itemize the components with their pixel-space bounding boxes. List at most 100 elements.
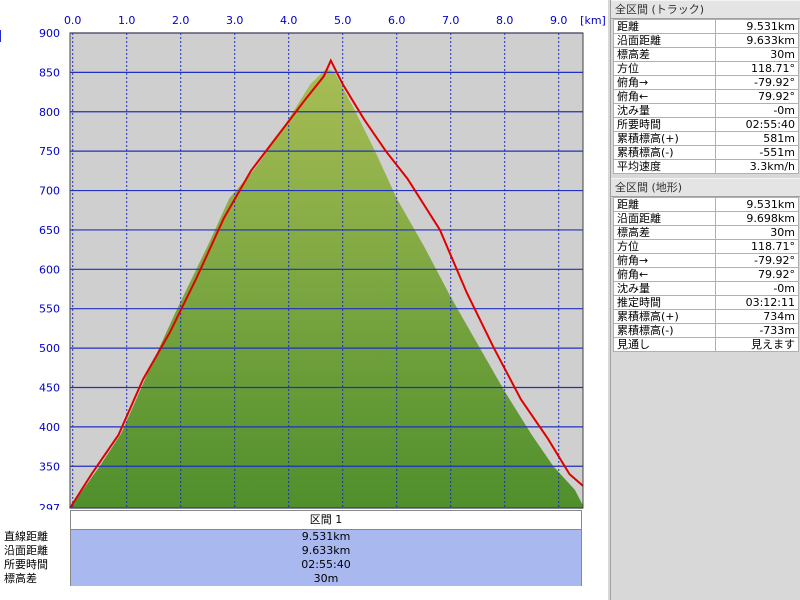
stat-row: 方位 118.71° bbox=[613, 61, 800, 76]
x-tick-label: 6.0 bbox=[388, 14, 406, 27]
stat-label: 所要時間 bbox=[613, 117, 716, 132]
stat-value: 30m bbox=[714, 225, 800, 240]
y-tick-label: 900 bbox=[39, 27, 60, 40]
stat-label: 沈み量 bbox=[613, 281, 716, 296]
stat-value: 見えます bbox=[714, 337, 800, 352]
profile-chart-panel: 0.0 1.0 2.0 3.0 4.0 5.0 6.0 7.0 8.0 9.0 [km] 900 850… bbox=[0, 0, 608, 600]
stat-label: 見通し bbox=[613, 337, 716, 352]
stat-row: 俯角→ -79.92° bbox=[613, 253, 800, 268]
stat-label: 累積標高(-) bbox=[613, 323, 716, 338]
stat-label: 俯角→ bbox=[613, 253, 716, 268]
stat-row: 累積標高(-) -733m bbox=[613, 323, 800, 338]
stat-row: 累積標高(-) -551m bbox=[613, 145, 800, 160]
stat-row: 俯角← 79.92° bbox=[613, 267, 800, 282]
stat-value: 118.71° bbox=[714, 239, 800, 254]
interval-label: 標高差 bbox=[4, 572, 37, 585]
stat-label: 推定時間 bbox=[613, 295, 716, 310]
stat-row: 俯角→ -79.92° bbox=[613, 75, 800, 90]
stat-row: 所要時間 02:55:40 bbox=[613, 117, 800, 132]
stat-label: 累積標高(+) bbox=[613, 131, 716, 146]
y-tick-label: 650 bbox=[39, 224, 60, 237]
stat-value: -79.92° bbox=[714, 75, 800, 90]
stat-value: 3.3km/h bbox=[714, 159, 800, 174]
plot-frame bbox=[69, 32, 584, 509]
interval-label: 所要時間 bbox=[4, 558, 48, 571]
stat-label: 方位 bbox=[613, 239, 716, 254]
stat-value: 581m bbox=[714, 131, 800, 146]
stat-label: 方位 bbox=[613, 61, 716, 76]
interval-summary: 区間 1 9.531km 9.633km 02:55:40 30m bbox=[70, 510, 582, 600]
y-tick-label: 800 bbox=[39, 106, 60, 119]
stat-row: 方位 118.71° bbox=[613, 239, 800, 254]
terrain-area bbox=[70, 68, 583, 509]
interval-surface-distance-value: 9.633km bbox=[301, 544, 351, 557]
stat-row: 平均速度 3.3km/h bbox=[613, 159, 800, 174]
stat-row: 推定時間 03:12:11 bbox=[613, 295, 800, 310]
stat-value: -0m bbox=[714, 103, 800, 118]
stat-row: 標高差 30m bbox=[613, 47, 800, 62]
stat-label: 俯角→ bbox=[613, 75, 716, 90]
x-axis-unit-label: [km] bbox=[580, 14, 606, 27]
x-tick-label: 3.0 bbox=[226, 14, 244, 27]
stat-value: 79.92° bbox=[714, 267, 800, 282]
stat-label: 距離 bbox=[613, 197, 716, 212]
stat-row: 距離 9.531km bbox=[613, 197, 800, 212]
y-tick-label: 550 bbox=[39, 303, 60, 316]
y-tick-label: 700 bbox=[39, 185, 60, 198]
y-tick-label: 450 bbox=[39, 381, 60, 394]
y-tick-label: 500 bbox=[39, 342, 60, 355]
stat-row: 累積標高(+) 734m bbox=[613, 309, 800, 324]
y-tick-label: 750 bbox=[39, 145, 60, 158]
terrain-section-title: 全区間 (地形) bbox=[611, 178, 800, 197]
x-tick-label: 2.0 bbox=[172, 14, 190, 27]
stat-row: 俯角← 79.92° bbox=[613, 89, 800, 104]
interval-duration-value: 02:55:40 bbox=[301, 558, 351, 571]
stat-value: 9.531km bbox=[714, 19, 800, 34]
track-stats-table: 距離 9.531km 沿面距離 9.633km 標高差 30m 方位 118.71° 俯… bbox=[613, 19, 800, 174]
stat-value: 734m bbox=[714, 309, 800, 324]
stat-value: -733m bbox=[714, 323, 800, 338]
stat-value: 9.633km bbox=[714, 33, 800, 48]
stat-row: 見通し 見えます bbox=[613, 337, 800, 352]
stat-value: 30m bbox=[714, 47, 800, 62]
y-tick-label: 850 bbox=[39, 66, 60, 79]
stat-row: 沿面距離 9.698km bbox=[613, 211, 800, 226]
stat-row: 沈み量 -0m bbox=[613, 103, 800, 118]
x-tick-label: 1.0 bbox=[118, 14, 136, 27]
x-tick-label: 8.0 bbox=[496, 14, 514, 27]
stat-value: -551m bbox=[714, 145, 800, 160]
stat-value: 118.71° bbox=[714, 61, 800, 76]
stat-label: 累積標高(-) bbox=[613, 145, 716, 160]
interval-labels: 直線距離 沿面距離 所要時間 標高差 bbox=[4, 530, 68, 586]
y-tick-label: 297 bbox=[39, 502, 60, 510]
stat-label: 沿面距離 bbox=[613, 211, 716, 226]
stat-label: 累積標高(+) bbox=[613, 309, 716, 324]
interval-direct-distance-value: 9.531km bbox=[301, 530, 351, 543]
interval-title: 区間 1 bbox=[70, 510, 582, 530]
stat-row: 沈み量 -0m bbox=[613, 281, 800, 296]
terrain-stats-table: 距離 9.531km 沿面距離 9.698km 標高差 30m 方位 118.71° 俯… bbox=[613, 197, 800, 352]
x-tick-label: 0.0 bbox=[64, 14, 82, 27]
stat-label: 平均速度 bbox=[613, 159, 716, 174]
stat-label: 標高差 bbox=[613, 47, 716, 62]
y-tick-label: 350 bbox=[39, 460, 60, 473]
stat-label: 俯角← bbox=[613, 89, 716, 104]
stat-value: 02:55:40 bbox=[714, 117, 800, 132]
interval-label: 直線距離 bbox=[4, 530, 48, 543]
elevation-profile-chart[interactable]: 0.0 1.0 2.0 3.0 4.0 5.0 6.0 7.0 8.0 9.0 [km] 900 850… bbox=[0, 0, 608, 510]
interval-elevation-diff-value: 30m bbox=[313, 572, 339, 585]
stat-value: -0m bbox=[714, 281, 800, 296]
stat-value: -79.92° bbox=[714, 253, 800, 268]
stat-value: 79.92° bbox=[714, 89, 800, 104]
x-tick-label: 9.0 bbox=[550, 14, 568, 27]
x-tick-label: 7.0 bbox=[442, 14, 460, 27]
stat-value: 9.698km bbox=[714, 211, 800, 226]
stat-row: 累積標高(+) 581m bbox=[613, 131, 800, 146]
track-line bbox=[69, 58, 584, 509]
stat-label: 沈み量 bbox=[613, 103, 716, 118]
stats-sidebar: 全区間 (トラック) 距離 9.531km 沿面距離 9.633km 標高差 30m … bbox=[610, 0, 800, 600]
stat-row: 標高差 30m bbox=[613, 225, 800, 240]
track-section-title: 全区間 (トラック) bbox=[611, 0, 800, 19]
stat-row: 沿面距離 9.633km bbox=[613, 33, 800, 48]
stat-label: 沿面距離 bbox=[613, 33, 716, 48]
